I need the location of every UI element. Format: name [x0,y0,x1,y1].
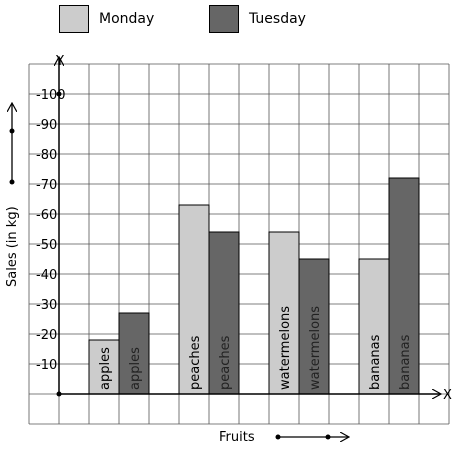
x-axis-title-arrow-dot-mid [325,434,331,440]
y-axis-top-dot [56,91,62,97]
y-axis-title-arrow-dot-mid [9,128,15,134]
y-tick-label-70: -70 [36,178,57,193]
bar-label-bananas-tuesday: bananas [398,334,413,390]
bar-apples-tuesday [118,312,150,395]
y-tick-label-10: -10 [36,358,57,373]
y-tick-label-40: -40 [36,268,57,283]
bar-label-apples-monday: apples [98,347,113,390]
legend-item-monday: Monday [59,4,154,34]
bar-watermelons-tuesday [298,258,330,395]
y-tick-label-20: -20 [36,328,57,343]
y-tick-label-80: -80 [36,148,57,163]
x-axis-letter: X [443,388,452,403]
y-axis-title: Sales (in kg) [5,206,20,287]
bar-label-peaches-tuesday: peaches [218,335,233,390]
legend-swatch-monday [59,5,89,33]
y-tick-label-100: -100 [36,88,66,103]
y-tick-label-60: -60 [36,208,57,223]
y-tick-label-30: -30 [36,298,57,313]
y-axis-title-arrow-dot-start [9,179,15,185]
bar-watermelons-monday [268,231,300,395]
x-axis-title-arrow-dot-start [275,434,281,440]
y-axis-letter: Y [55,54,64,69]
y-tick-label-50: -50 [36,238,57,253]
x-axis-title: Fruits [219,430,255,445]
origin-dot [56,391,62,397]
legend-item-tuesday: Tuesday [209,4,306,34]
bar-label-apples-tuesday: apples [128,347,143,390]
bar-label-peaches-monday: peaches [188,335,203,390]
bar-label-bananas-monday: bananas [368,334,383,390]
bar-label-watermelons-tuesday: watermelons [308,306,323,390]
legend-swatch-tuesday [209,5,239,33]
bar-label-watermelons-monday: watermelons [278,306,293,390]
legend-label-tuesday: Tuesday [249,11,306,27]
y-tick-label-90: -90 [36,118,57,133]
legend-label-monday: Monday [99,11,155,27]
bar-apples-monday [88,339,120,395]
bar-peaches-tuesday [208,231,240,395]
